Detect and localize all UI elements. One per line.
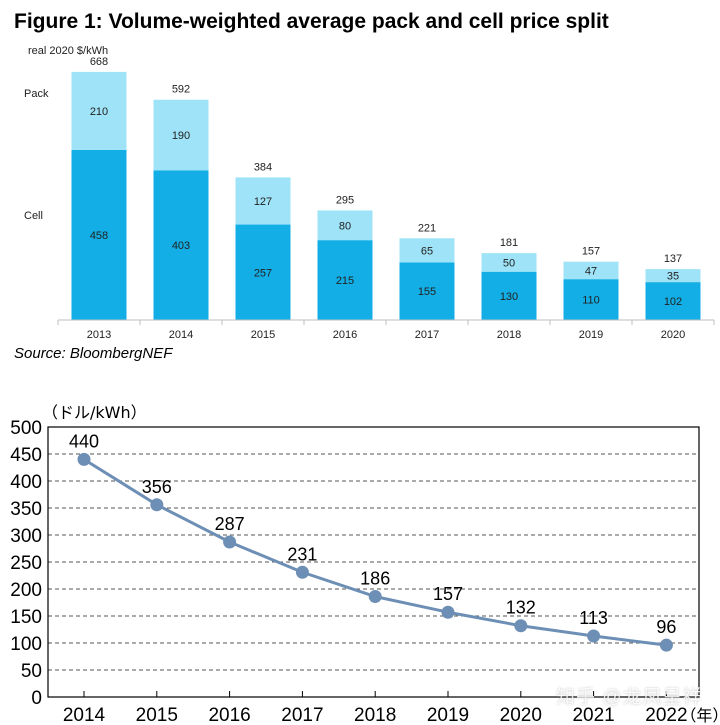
- data-label-pack: 35: [667, 271, 679, 283]
- bar-pack: [645, 269, 701, 283]
- data-label: 113: [579, 608, 608, 628]
- data-label: 96: [656, 617, 676, 637]
- data-label: 287: [215, 514, 245, 534]
- x-tick-label: 2018: [497, 329, 521, 341]
- y-tick-label: 100: [10, 634, 42, 655]
- data-label: 132: [506, 598, 536, 618]
- y-tick-label: 400: [10, 472, 42, 493]
- data-point: [514, 619, 528, 633]
- data-label-total: 157: [582, 246, 600, 258]
- bar-pack: [317, 210, 373, 241]
- x-tick-label: 2019: [579, 329, 603, 341]
- data-point: [150, 498, 164, 512]
- data-label-pack: 127: [254, 196, 272, 208]
- y-tick-label: 150: [10, 607, 42, 628]
- data-label-pack: 65: [421, 245, 433, 257]
- y-tick-label: 450: [10, 445, 42, 466]
- x-tick-label: 2020: [500, 705, 542, 725]
- x-tick-label: 2015: [251, 329, 275, 341]
- bar-pack: [481, 253, 537, 272]
- bar-cell: [645, 282, 701, 320]
- data-label-total: 592: [172, 84, 190, 96]
- x-tick-label: 2014: [63, 705, 106, 725]
- data-label-total: 137: [664, 253, 682, 265]
- data-label-cell: 110: [582, 295, 600, 307]
- watermark-text: 知乎 @龙凤呈祥: [556, 687, 703, 708]
- y-tick-label: 200: [10, 580, 42, 601]
- data-label-total: 384: [254, 161, 272, 173]
- bar-cell: [235, 224, 291, 320]
- bar-pack: [71, 71, 127, 150]
- data-point: [587, 629, 601, 643]
- bar-cell: [399, 262, 455, 320]
- bar-cell: [563, 279, 619, 320]
- data-label: 356: [142, 477, 172, 497]
- bar-pack: [399, 238, 455, 263]
- x-tick-label: 2016: [208, 705, 250, 725]
- x-tick-label: 2021: [572, 705, 614, 725]
- x-axis-unit-label: （年）: [680, 706, 720, 725]
- legend-label-pack: Pack: [24, 88, 49, 100]
- data-label-cell: 155: [418, 286, 436, 298]
- data-label: 157: [433, 584, 463, 604]
- data-label-cell: 130: [500, 291, 518, 303]
- bar-cell: [71, 149, 127, 320]
- data-label: 231: [287, 544, 317, 564]
- y-tick-label: 300: [10, 526, 42, 547]
- x-tick-label: 2017: [415, 329, 439, 341]
- figure1-unit-label: real 2020 $/kWh: [28, 45, 109, 57]
- x-tick-label: 2020: [661, 329, 685, 341]
- data-label: 440: [69, 431, 99, 451]
- x-tick-label: 2014: [169, 329, 193, 341]
- data-label-total: 221: [418, 222, 436, 234]
- data-point: [223, 535, 237, 549]
- data-point: [77, 452, 91, 466]
- x-tick-label: 2022: [645, 705, 687, 725]
- data-label-pack: 50: [503, 257, 515, 269]
- data-label-cell: 458: [90, 230, 108, 242]
- data-label-cell: 215: [336, 275, 354, 287]
- x-tick-label: 2017: [281, 705, 323, 725]
- y-tick-label: 500: [10, 418, 42, 439]
- data-point: [659, 638, 673, 652]
- data-label-cell: 403: [172, 240, 190, 252]
- x-tick-label: 2013: [87, 329, 111, 341]
- bar-cell: [153, 170, 209, 320]
- stacked-bar-chart: Pack Cell 458 210 668 2013 403 190 592 2014 257 127…: [24, 56, 715, 341]
- x-tick-label: 2016: [333, 329, 357, 341]
- data-label-total: 181: [500, 237, 518, 249]
- data-point: [441, 605, 455, 619]
- figure1-source: Source: BloombergNEF: [14, 345, 173, 362]
- bar-cell: [317, 240, 373, 320]
- x-tick-label: 2015: [136, 705, 178, 725]
- figure1-title: Figure 1: Volume-weighted average pack a…: [14, 10, 609, 33]
- plot-frame: [47, 426, 700, 698]
- bar-cell: [481, 271, 537, 320]
- data-point: [295, 565, 309, 579]
- data-label-pack: 47: [585, 265, 597, 277]
- y-tick-label: 350: [10, 499, 42, 520]
- data-label-cell: 102: [664, 296, 682, 308]
- data-label: 186: [360, 569, 390, 589]
- bar-pack: [235, 177, 291, 225]
- data-point: [368, 590, 382, 604]
- x-tick-label: 2019: [427, 705, 469, 725]
- data-label-cell: 257: [254, 267, 272, 279]
- x-tick-label: 2018: [354, 705, 396, 725]
- data-label-pack: 190: [172, 130, 190, 142]
- legend-label-cell: Cell: [24, 210, 43, 222]
- y-tick-label: 250: [10, 553, 42, 574]
- data-label-total: 295: [336, 194, 354, 206]
- bar-pack: [563, 261, 619, 280]
- y-tick-label: 0: [31, 688, 42, 709]
- bar-pack: [153, 99, 209, 171]
- y-tick-label: 50: [21, 661, 42, 682]
- data-label-pack: 80: [339, 220, 351, 232]
- data-label-pack: 210: [90, 106, 108, 118]
- y-axis-unit-label: （ドル/kWh）: [42, 403, 147, 422]
- data-label-total: 668: [90, 56, 108, 68]
